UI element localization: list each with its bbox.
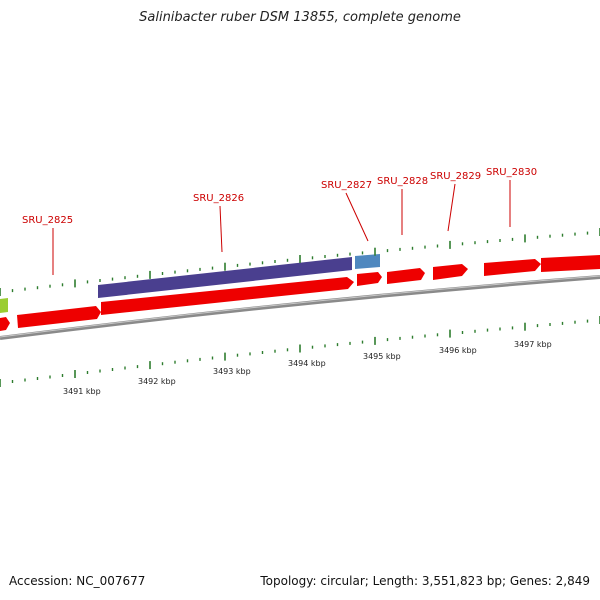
scale-label: 3491 kbp [63,387,101,396]
gene-label: SRU_2826 [193,193,244,204]
scale-label: 3497 kbp [514,340,552,349]
gene-arrow-sru2825[interactable] [17,306,101,328]
gene-arrow-sru2828[interactable] [387,268,425,284]
gene-arrow-other [0,298,8,313]
label-leader-line [345,192,369,242]
gene-label: SRU_2827 [321,180,372,191]
topology-summary: Topology: circular; Length: 3,551,823 bp… [260,574,590,588]
accession-text: Accession: NC_007677 [9,574,146,588]
genome-title: Salinibacter ruber DSM 13855, complete g… [139,10,461,25]
gene-bar-sru2827[interactable] [355,254,380,269]
gene-arrow-partial-left [0,317,10,331]
gene-label-leaders [52,180,511,275]
gene-bar-sru2826[interactable] [98,257,352,298]
gene-arrow-sru2827-forward[interactable] [357,272,382,286]
genome-backbone [0,275,600,340]
gene-arrow-sru2829[interactable] [433,264,468,280]
lower-tick-track [0,316,600,387]
gene-label: SRU_2830 [486,167,537,178]
label-leader-line [447,183,456,232]
gene-label: SRU_2828 [377,176,428,187]
gene-label: SRU_2829 [430,171,481,182]
gene-arrow-sru2830[interactable] [484,259,541,276]
scale-label: 3493 kbp [213,367,251,376]
scale-label: 3494 kbp [288,359,326,368]
gene-arrow-partial-right [541,255,600,272]
scale-label: 3492 kbp [138,377,176,386]
gene-arrow-sru2826-forward[interactable] [101,277,354,315]
upper-tick-track [0,228,600,296]
genome-backbone-highlight [0,275,600,338]
scale-label: 3496 kbp [439,346,477,355]
label-leader-line [219,205,223,253]
gene-label: SRU_2825 [22,215,73,226]
scale-label: 3495 kbp [363,352,401,361]
